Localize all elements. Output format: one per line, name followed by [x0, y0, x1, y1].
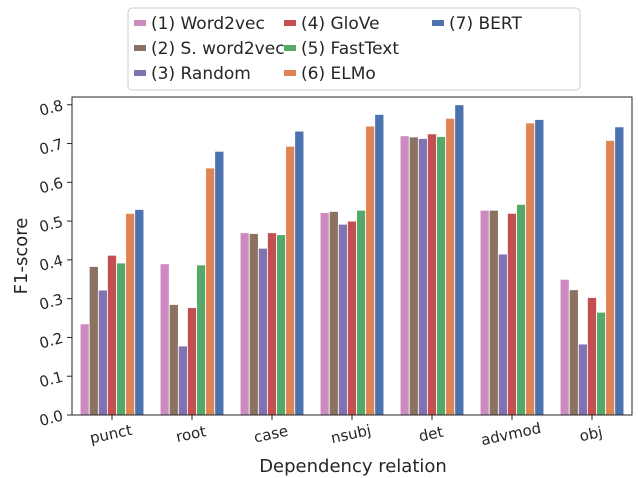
bar-obj-series-7	[614, 126, 625, 416]
x-tick-label-case: case	[252, 422, 289, 447]
legend: (1) Word2vec (2) S. word2vec (3) Random (4)…	[127, 7, 581, 91]
bar-advmod-series-6	[525, 122, 536, 416]
bar-case-series-5	[276, 234, 287, 416]
bar-obj-series-4	[587, 297, 597, 416]
bar-det-series-5	[436, 136, 447, 416]
x-tick-label-obj: obj	[578, 423, 604, 445]
x-tick-label-advmod: advmod	[479, 419, 542, 449]
bar-nsubj-series-4	[347, 220, 357, 416]
legend-frame	[127, 7, 581, 91]
legend-swatch-5	[284, 45, 296, 51]
bar-case-series-3	[257, 247, 268, 416]
x-axis-title: Dependency relation	[259, 456, 447, 477]
legend-swatch-1	[134, 20, 146, 26]
bar-root-series-1	[159, 263, 170, 416]
legend-label-1: (1) Word2vec	[151, 14, 265, 34]
legend-swatch-2	[134, 45, 146, 51]
legend-swatch-3	[134, 70, 146, 76]
x-tick-label-nsubj: nsubj	[329, 421, 372, 447]
y-tick-label: 0.0	[37, 406, 65, 430]
y-tick-label: 0.5	[37, 213, 65, 237]
bar-punct-series-5	[116, 262, 127, 416]
legend-label-4: (4) GloVe	[301, 14, 380, 34]
bar-case-series-4	[267, 232, 277, 416]
bar-nsubj-series-7	[374, 114, 385, 416]
bar-root-series-4	[187, 307, 197, 416]
legend-label-7: (7) BERT	[449, 14, 522, 34]
bar-advmod-series-1	[479, 209, 490, 416]
x-tick-label-det: det	[417, 423, 445, 446]
plot-frame	[71, 96, 633, 416]
bar-det-series-7	[454, 104, 465, 416]
bar-obj-series-3	[577, 343, 588, 416]
bar-advmod-series-4	[507, 212, 517, 416]
bar-obj-series-1	[559, 278, 570, 416]
bar-nsubj-series-1	[319, 212, 330, 416]
x-axis: punct root case nsubj det advmod obj	[88, 415, 604, 449]
bar-nsubj-series-2	[328, 210, 339, 416]
y-tick-label: 0.3	[37, 290, 65, 314]
bar-punct-series-3	[97, 289, 108, 416]
bar-advmod-series-5	[516, 204, 527, 416]
bar-case-series-6	[285, 145, 296, 416]
x-tick-label-punct: punct	[88, 421, 134, 448]
bar-det-series-6	[445, 117, 456, 416]
legend-label-2: (2) S. word2vec	[151, 39, 285, 59]
y-tick-label: 0.1	[37, 368, 65, 392]
bar-punct-series-6	[125, 212, 136, 416]
bar-root-series-5	[196, 264, 207, 416]
bar-det-series-2	[408, 136, 419, 416]
legend-swatch-6	[284, 70, 296, 76]
legend-label-5: (5) FastText	[301, 39, 399, 59]
bar-punct-series-7	[134, 209, 145, 416]
bar-obj-series-6	[605, 140, 616, 416]
legend-swatch-4	[284, 20, 296, 26]
bar-case-series-7	[294, 130, 305, 416]
bar-nsubj-series-3	[337, 223, 348, 416]
bar-root-series-6	[205, 167, 216, 416]
bar-punct-series-1	[79, 323, 90, 416]
bar-det-series-1	[399, 135, 410, 416]
y-axis-title: F1-score	[11, 218, 32, 295]
y-tick-label: 0.2	[37, 329, 65, 353]
bar-case-series-1	[239, 232, 250, 416]
y-tick-label: 0.8	[37, 96, 65, 120]
y-axis: 0.0 0.1 0.2 0.3 0.4 0.5 0.6 0.7 0.8	[37, 96, 72, 430]
bar-case-series-2	[248, 233, 259, 416]
bar-root-series-2	[168, 304, 179, 416]
bar-nsubj-series-6	[365, 125, 376, 416]
bar-punct-series-2	[88, 266, 99, 416]
bar-punct-series-4	[107, 254, 117, 416]
legend-label-3: (3) Random	[151, 64, 251, 84]
bar-root-series-3	[177, 345, 188, 416]
bar-root-series-7	[214, 150, 225, 416]
bar-advmod-series-3	[497, 253, 508, 416]
legend-swatch-7	[432, 20, 444, 26]
y-tick-label: 0.6	[37, 174, 65, 198]
bar-advmod-series-7	[534, 119, 545, 416]
bar-obj-series-2	[568, 289, 579, 416]
bar-advmod-series-2	[488, 209, 499, 416]
y-tick-label: 0.7	[37, 135, 65, 159]
legend-label-6: (6) ELMo	[301, 64, 376, 84]
bar-obj-series-5	[596, 311, 607, 416]
y-tick-label: 0.4	[37, 251, 65, 275]
bars	[79, 104, 625, 416]
bar-det-series-4	[427, 133, 437, 416]
bar-det-series-3	[417, 138, 428, 416]
x-tick-label-root: root	[174, 422, 207, 446]
bar-nsubj-series-5	[356, 209, 367, 416]
